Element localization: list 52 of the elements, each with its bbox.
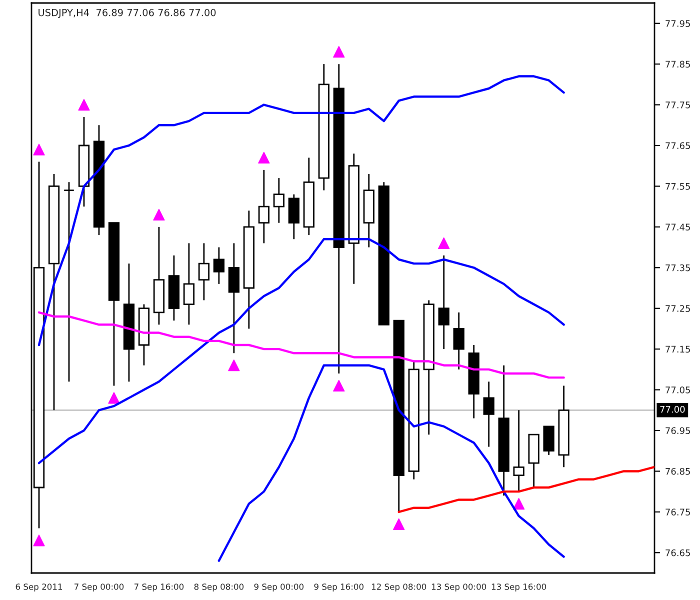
candlestick [513,409,524,492]
y-tick-label: 77.45 [666,224,690,230]
x-tick-label: 8 Sep 08:00 [194,584,244,592]
x-tick-label: 13 Sep 00:00 [432,584,486,592]
y-tick-label: 76.75 [666,508,690,516]
point [228,360,240,372]
point [258,152,270,164]
point [78,98,90,111]
y-tick-label: 76.65 [666,549,690,556]
y-tick-label: 76.85 [666,468,690,475]
candlestick [483,380,494,448]
point [333,46,345,58]
y-tick-label: 77.55 [666,183,690,190]
candlestick [273,177,284,224]
line-series [38,311,565,379]
candlestick [213,246,224,285]
candlestick [258,169,270,244]
line-series [398,466,654,514]
y-tick-label: 77.75 [666,102,690,108]
point [33,534,45,546]
line-series [38,75,565,346]
y-tick-label: 77.25 [666,305,690,312]
x-tick-label: 7 Sep 00:00 [74,584,124,592]
line-series [38,238,565,464]
y-tick-label: 76.95 [666,427,690,434]
y-tick-label: 77.15 [666,346,690,353]
y-tick-label: 77.85 [666,60,690,68]
x-tick-label: 12 Sep 08:00 [372,584,426,592]
x-tick-label: 13 Sep 16:00 [492,584,546,592]
y-tick-label: 77.65 [666,142,690,150]
x-tick-label: 7 Sep 16:00 [134,584,184,592]
x-tick-label: 9 Sep 00:00 [254,584,304,592]
point [393,518,405,530]
x-tick-label: 6 Sep 2011 [16,584,62,592]
point [108,392,120,404]
y-tick-label: 77.05 [666,386,690,394]
candlestick [453,312,464,370]
point [33,144,45,156]
candlestick [183,242,195,326]
candlestick [63,181,75,382]
point [333,380,345,392]
y-tick-label: 77.35 [666,264,690,272]
point [512,498,525,510]
ref-line-label: 77.00 [660,406,685,413]
candlestick [438,254,450,350]
y-tick-label: 77.95 [666,20,690,27]
x-tick-label: 9 Sep 16:00 [314,584,364,592]
point [438,237,450,250]
point [153,208,165,221]
candlestick [198,242,210,301]
line-series [218,364,565,562]
text: USDJPY,H4 76.89 77.06 76.86 77.00 [38,8,216,18]
